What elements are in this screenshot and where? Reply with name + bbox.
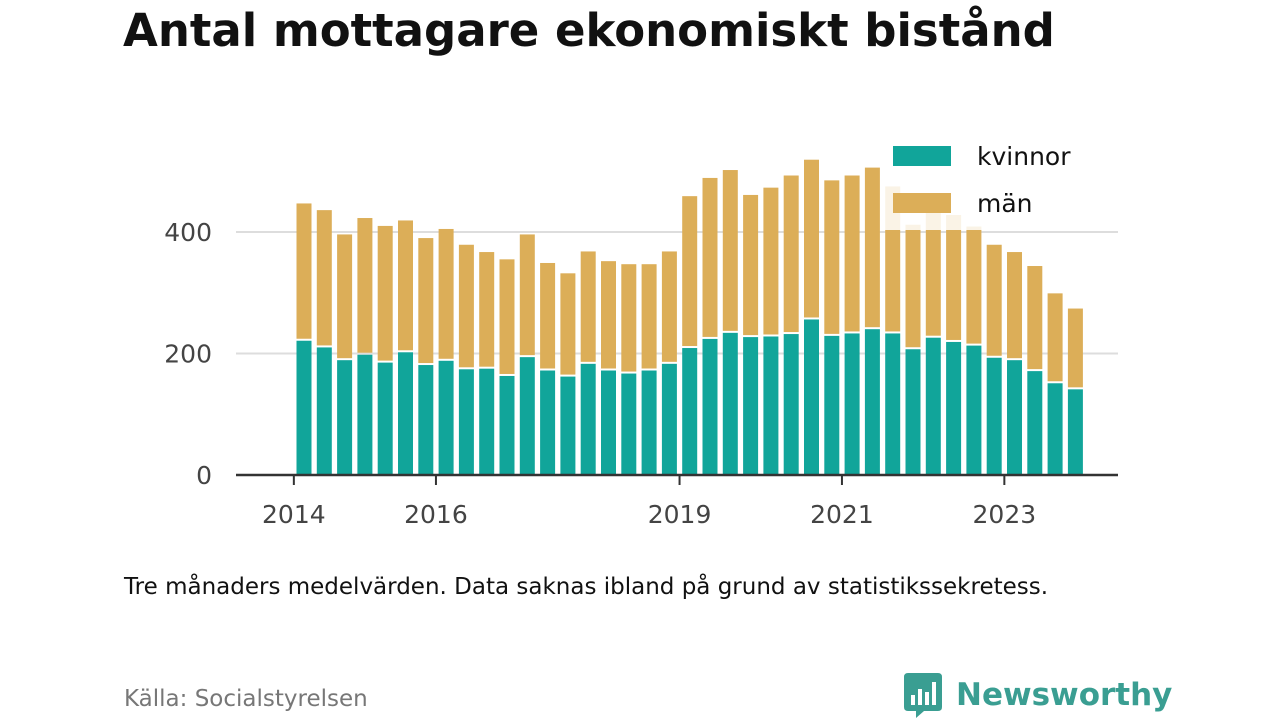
bar-kvinnor-24 bbox=[783, 334, 799, 475]
bar-man-20 bbox=[702, 177, 718, 337]
bar-kvinnor-12 bbox=[540, 370, 556, 475]
bar-man-2 bbox=[337, 234, 353, 359]
bar-kvinnor-18 bbox=[661, 363, 677, 475]
bar-man-38 bbox=[1067, 308, 1083, 388]
bar-man-32 bbox=[946, 214, 962, 340]
bar-kvinnor-29 bbox=[885, 333, 901, 475]
bar-kvinnor-26 bbox=[824, 335, 840, 475]
bar-kvinnor-15 bbox=[601, 370, 616, 475]
bar-kvinnor-33 bbox=[966, 345, 982, 475]
legend-swatch-kvinnor bbox=[893, 146, 951, 166]
bar-kvinnor-23 bbox=[763, 336, 779, 475]
legend: kvinnor män bbox=[880, 130, 1108, 230]
brand-name: Newsworthy bbox=[956, 677, 1173, 713]
bar-man-33 bbox=[966, 226, 982, 344]
bar-kvinnor-27 bbox=[844, 333, 860, 475]
brand-logo[interactable]: Newsworthy bbox=[902, 670, 1172, 720]
bar-kvinnor-10 bbox=[499, 375, 515, 475]
bar-kvinnor-37 bbox=[1047, 383, 1063, 475]
bar-man-23 bbox=[763, 187, 779, 335]
bar-man-3 bbox=[357, 218, 373, 353]
bar-kvinnor-14 bbox=[580, 363, 596, 475]
bar-kvinnor-13 bbox=[560, 376, 576, 475]
chart-note: Tre månaders medelvärden. Data saknas ib… bbox=[124, 574, 1049, 600]
bar-man-5 bbox=[398, 220, 413, 351]
legend-swatch-man bbox=[893, 193, 951, 213]
bar-kvinnor-35 bbox=[1007, 360, 1022, 475]
bar-man-4 bbox=[377, 225, 393, 361]
axes: 2014 2016 2019 2021 2023 bbox=[236, 473, 1118, 529]
bar-kvinnor-36 bbox=[1027, 371, 1043, 475]
bar-man-27 bbox=[844, 175, 860, 332]
chart-title: Antal mottagare ekonomiskt bistånd bbox=[123, 4, 1055, 57]
bar-man-15 bbox=[601, 261, 616, 369]
bar-man-17 bbox=[641, 264, 657, 369]
bar-man-34 bbox=[986, 244, 1002, 356]
bar-man-36 bbox=[1027, 266, 1043, 370]
bar-man-11 bbox=[519, 234, 535, 356]
bar-man-14 bbox=[580, 251, 596, 362]
bar-kvinnor-17 bbox=[641, 370, 657, 475]
bar-kvinnor-30 bbox=[905, 349, 921, 475]
x-tick-label: 2014 bbox=[262, 500, 326, 529]
bar-kvinnor-21 bbox=[722, 332, 738, 475]
bar-kvinnor-16 bbox=[621, 373, 637, 475]
y-tick-label: 0 bbox=[196, 461, 212, 490]
bar-man-18 bbox=[661, 251, 677, 362]
bar-man-10 bbox=[499, 259, 515, 374]
bar-man-37 bbox=[1047, 293, 1063, 382]
bar-man-13 bbox=[560, 273, 576, 375]
bar-man-26 bbox=[824, 180, 840, 334]
y-tick-label: 200 bbox=[164, 340, 212, 369]
bar-kvinnor-5 bbox=[398, 352, 413, 475]
bar-man-0 bbox=[296, 203, 312, 339]
bar-kvinnor-3 bbox=[357, 354, 373, 475]
bar-kvinnor-4 bbox=[377, 362, 393, 475]
x-tick-label: 2023 bbox=[973, 500, 1037, 529]
bar-kvinnor-22 bbox=[743, 337, 759, 475]
bar-kvinnor-0 bbox=[296, 340, 312, 475]
bar-man-21 bbox=[722, 170, 738, 331]
bar-kvinnor-2 bbox=[337, 360, 353, 475]
bar-man-9 bbox=[479, 252, 495, 367]
bar-man-16 bbox=[621, 264, 637, 372]
bar-man-7 bbox=[438, 228, 454, 359]
bar-man-24 bbox=[783, 175, 799, 333]
bar-kvinnor-20 bbox=[702, 338, 718, 475]
bar-kvinnor-6 bbox=[418, 365, 434, 475]
bar-kvinnor-31 bbox=[925, 337, 941, 475]
bar-man-1 bbox=[316, 210, 332, 346]
bar-man-31 bbox=[925, 197, 941, 336]
bar-man-22 bbox=[743, 194, 759, 336]
bar-kvinnor-32 bbox=[946, 341, 962, 475]
bar-kvinnor-7 bbox=[438, 360, 454, 475]
legend-label-kvinnor: kvinnor bbox=[977, 142, 1071, 171]
bar-kvinnor-28 bbox=[864, 329, 880, 475]
bar-chart-logo-icon bbox=[904, 673, 942, 718]
y-tick-label: 400 bbox=[164, 218, 212, 247]
x-tick-label: 2021 bbox=[810, 500, 874, 529]
bar-man-12 bbox=[540, 262, 556, 369]
x-tick-label: 2019 bbox=[648, 500, 712, 529]
bar-man-30 bbox=[905, 224, 921, 348]
bar-man-35 bbox=[1007, 252, 1022, 359]
bar-man-25 bbox=[804, 159, 819, 318]
bar-man-28 bbox=[864, 167, 880, 328]
bar-kvinnor-8 bbox=[458, 369, 474, 475]
bar-kvinnor-25 bbox=[804, 319, 819, 475]
bar-kvinnor-38 bbox=[1067, 389, 1083, 475]
source-label: Källa: Socialstyrelsen bbox=[124, 686, 368, 712]
bars bbox=[296, 159, 1083, 475]
bar-kvinnor-34 bbox=[986, 357, 1002, 475]
x-tick-label: 2016 bbox=[404, 500, 468, 529]
bar-man-8 bbox=[458, 244, 474, 368]
bar-kvinnor-1 bbox=[316, 347, 332, 475]
bar-man-6 bbox=[418, 238, 434, 364]
bar-kvinnor-11 bbox=[519, 357, 535, 475]
bar-kvinnor-9 bbox=[479, 368, 495, 475]
bar-kvinnor-19 bbox=[682, 348, 698, 475]
bar-man-19 bbox=[682, 196, 698, 347]
legend-label-man: män bbox=[977, 189, 1033, 218]
